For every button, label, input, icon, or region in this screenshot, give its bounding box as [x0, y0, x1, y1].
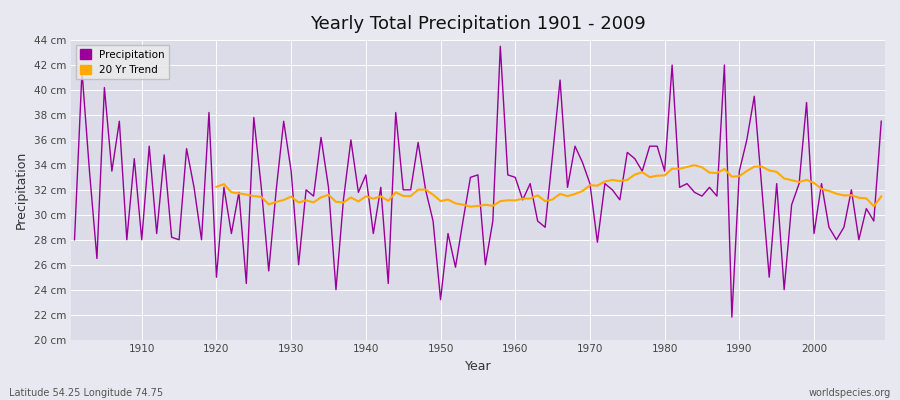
20 Yr Trend [794, 180, 805, 184]
20 Yr Trend [681, 164, 692, 169]
Precipitation [726, 315, 737, 320]
Text: worldspecies.org: worldspecies.org [809, 388, 891, 398]
Title: Yearly Total Precipitation 1901 - 2009: Yearly Total Precipitation 1901 - 2009 [310, 15, 646, 33]
20 Yr Trend [876, 194, 886, 199]
20 Yr Trend [689, 163, 700, 168]
Line: Precipitation: Precipitation [75, 46, 881, 317]
20 Yr Trend [861, 196, 872, 201]
Precipitation [293, 262, 304, 267]
20 Yr Trend [465, 204, 476, 209]
Precipitation [129, 156, 140, 161]
Precipitation [338, 198, 349, 202]
Text: Latitude 54.25 Longitude 74.75: Latitude 54.25 Longitude 74.75 [9, 388, 163, 398]
Line: 20 Yr Trend: 20 Yr Trend [217, 165, 881, 207]
Precipitation [69, 237, 80, 242]
20 Yr Trend [413, 187, 424, 192]
20 Yr Trend [212, 184, 222, 189]
Precipitation [607, 188, 617, 192]
20 Yr Trend [778, 176, 789, 181]
Precipitation [509, 175, 520, 180]
Precipitation [518, 198, 528, 202]
Legend: Precipitation, 20 Yr Trend: Precipitation, 20 Yr Trend [76, 45, 168, 79]
Precipitation [876, 119, 886, 124]
X-axis label: Year: Year [464, 360, 491, 373]
Precipitation [495, 44, 506, 49]
20 Yr Trend [301, 198, 311, 203]
Y-axis label: Precipitation: Precipitation [15, 151, 28, 229]
